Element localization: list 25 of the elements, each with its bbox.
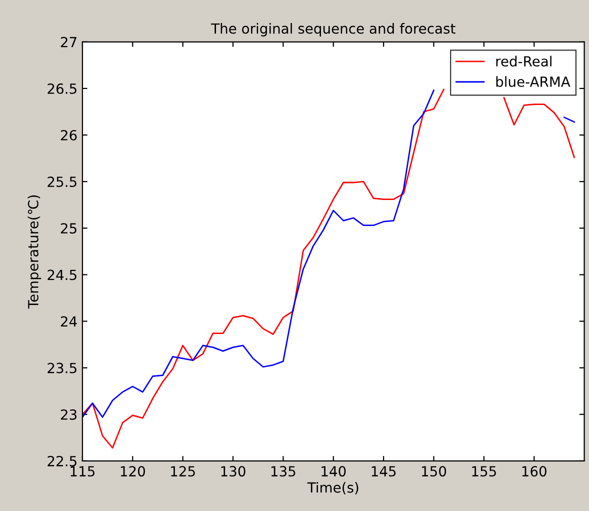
x-axis-title: Time(s) — [307, 482, 358, 494]
y-tick-label: 24.5 — [48, 270, 76, 280]
x-tick-label: 140 — [322, 466, 346, 477]
chart-title: The original sequence and forecast — [211, 23, 456, 36]
x-tick-label: 135 — [271, 466, 296, 477]
y-tick-label: 25 — [60, 223, 76, 234]
legend-label: blue-ARMA — [496, 76, 570, 87]
y-tick-label: 26 — [60, 130, 77, 140]
x-tick-label: 125 — [171, 466, 195, 477]
x-tick-label: 130 — [221, 466, 246, 477]
x-tick-label: 115 — [70, 466, 94, 477]
legend-label: red-Real — [496, 56, 552, 67]
x-tick-label: 160 — [522, 466, 546, 477]
y-tick-label: 22.5 — [48, 456, 76, 466]
x-tick-label: 155 — [472, 466, 496, 477]
x-tick-label: 120 — [120, 466, 145, 477]
x-tick-label: 150 — [422, 466, 446, 477]
y-tick-label: 25.5 — [48, 176, 76, 188]
y-tick-label: 27 — [60, 36, 76, 48]
y-tick-label: 24 — [60, 316, 77, 327]
y-axis-title: Temperature(℃) — [28, 195, 42, 309]
y-tick-label: 26.5 — [48, 83, 76, 94]
y-tick-label: 23 — [60, 409, 76, 420]
y-tick-label: 23.5 — [48, 362, 76, 374]
x-tick-label: 145 — [372, 466, 396, 477]
